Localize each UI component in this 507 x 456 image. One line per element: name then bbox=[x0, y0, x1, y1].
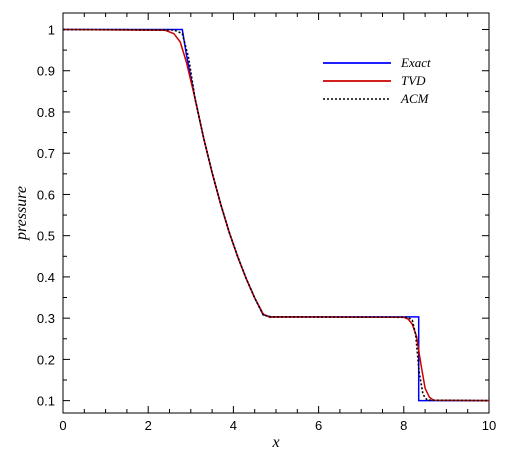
y-tick-label: 0.4 bbox=[37, 270, 55, 285]
y-axis-title: pressure bbox=[13, 186, 30, 241]
y-tick-label: 0.9 bbox=[37, 64, 55, 79]
x-tick-label: 2 bbox=[145, 418, 152, 433]
y-tick-label: 0.6 bbox=[37, 187, 55, 202]
legend-label-exact: Exact bbox=[400, 55, 431, 70]
x-axis-title: x bbox=[271, 434, 279, 451]
x-tick-label: 6 bbox=[315, 418, 322, 433]
x-tick-label: 8 bbox=[400, 418, 407, 433]
x-tick-label: 10 bbox=[482, 418, 496, 433]
series-layer bbox=[62, 28, 490, 402]
series-line-tvd bbox=[62, 28, 490, 402]
y-tick-label: 1 bbox=[48, 22, 55, 37]
y-tick-label: 0.2 bbox=[37, 352, 55, 367]
legend-label-acm: ACM bbox=[400, 91, 430, 106]
x-tick-label: 4 bbox=[230, 418, 237, 433]
legend-label-tvd: TVD bbox=[401, 73, 426, 88]
y-tick-label: 0.3 bbox=[37, 311, 55, 326]
y-tick-label: 0.1 bbox=[37, 394, 55, 409]
y-tick-label: 0.5 bbox=[37, 229, 55, 244]
x-tick-label: 0 bbox=[59, 418, 66, 433]
legend: Exact TVD ACM bbox=[323, 55, 431, 106]
axis-ticks: 0 2 4 6 8 10 0.1 0.2 0.3 0.4 0.5 0.6 0.7 0.8 0.9 1 bbox=[37, 13, 496, 433]
series-line-acm bbox=[62, 28, 490, 402]
y-tick-label: 0.8 bbox=[37, 105, 55, 120]
y-tick-label: 0.7 bbox=[37, 146, 55, 161]
